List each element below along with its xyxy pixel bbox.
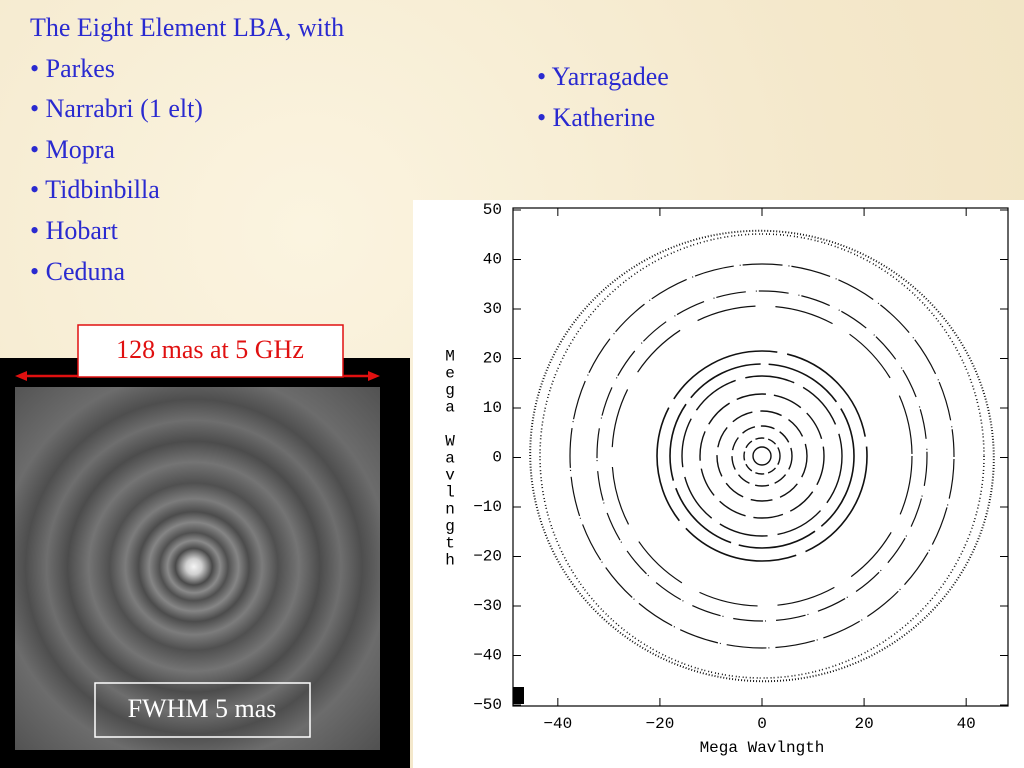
- list-item: • Mopra: [30, 134, 115, 164]
- beam-image: [15, 387, 380, 750]
- list-item: • Ceduna: [30, 256, 126, 286]
- list-item: • Tidbinbilla: [30, 175, 160, 205]
- y-tick-label: 50: [483, 201, 502, 219]
- y-tick-label: −50: [473, 696, 502, 714]
- list-item: • Katherine: [537, 102, 656, 132]
- y-tick-label: 40: [483, 251, 502, 269]
- y-tick-label: 10: [483, 399, 502, 417]
- list-item: • Hobart: [30, 215, 118, 245]
- right-list: • Yarragadee • Katherine: [537, 57, 669, 138]
- y-tick-label: 20: [483, 350, 502, 368]
- x-tick-label: −40: [543, 715, 572, 733]
- y-tick-label: 30: [483, 300, 502, 318]
- scale-label-box: [77, 324, 344, 378]
- list-item: • Parkes: [30, 53, 115, 83]
- uv-plot: Mega Wavlngth Mega Wavlngth −40 −20 0 20 40 5…: [413, 200, 1024, 768]
- y-axis-label: Mega Wavlngth: [441, 348, 459, 569]
- x-tick-label: −20: [646, 715, 675, 733]
- x-axis-label: Mega Wavlngth: [700, 739, 825, 757]
- beam-label: FWHM 5 mas: [128, 694, 277, 723]
- heading: The Eight Element LBA, with: [30, 13, 345, 42]
- y-tick-label: −20: [473, 548, 502, 566]
- plot-panel: [413, 200, 1024, 768]
- uv-tracks: [529, 229, 995, 683]
- left-list: The Eight Element LBA, with • Parkes • Na…: [30, 8, 344, 292]
- corner-block: [513, 687, 524, 704]
- y-tick-label: −30: [473, 597, 502, 615]
- x-tick-label: 0: [757, 715, 767, 733]
- items: • Parkes • Narrabri (1 elt) • Mopra • Tidbi…: [30, 49, 344, 293]
- y-tick-label: −40: [473, 647, 502, 665]
- list-item: • Yarragadee: [537, 62, 669, 91]
- y-tick-label: −10: [473, 498, 502, 516]
- x-tick-label: 40: [957, 715, 976, 733]
- beam-label-box: [94, 682, 311, 738]
- scale-label: 128 mas at 5 GHz: [116, 335, 304, 364]
- list-item: • Narrabri (1 elt): [30, 94, 203, 124]
- x-tick-label: 20: [854, 715, 873, 733]
- y-tick-label: 0: [492, 449, 502, 467]
